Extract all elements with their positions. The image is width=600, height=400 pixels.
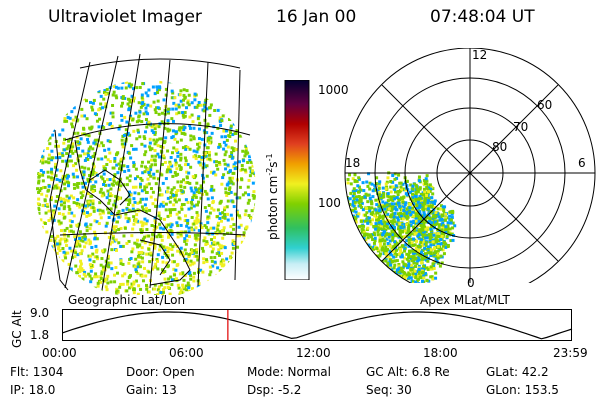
geo-panel-label: Geographic Lat/Lon: [68, 293, 186, 307]
colorbar-tick-100: 100: [318, 196, 341, 210]
orbit-xtick-0600: 06:00: [169, 346, 204, 360]
image-time: 07:48:04 UT: [430, 7, 535, 27]
apex-panel-label: Apex MLat/MLT: [420, 293, 510, 307]
info-seq: Seq: 30: [366, 383, 412, 397]
image-date: 16 Jan 00: [276, 7, 357, 27]
info-gc-alt: GC Alt: 6.8 Re: [366, 365, 450, 379]
info-ip: IP: 18.0: [10, 383, 56, 397]
mlat-label-60: 60: [537, 98, 553, 112]
mlt-label-12: 12: [472, 48, 488, 62]
apex-polar-image: [344, 48, 596, 283]
orbit-ytick-low: 1.8: [30, 328, 50, 342]
info-dsp: Dsp: -5.2: [247, 383, 302, 397]
mlt-label-0: 0: [467, 276, 475, 290]
app-title: Ultraviolet Imager: [48, 7, 202, 27]
lat-lon-grid: [39, 53, 251, 291]
orbit-altitude-plot: [62, 309, 573, 341]
info-glat: GLat: 42.2: [486, 365, 549, 379]
mlt-label-18: 18: [345, 156, 361, 170]
info-flight: Flt: 1304: [10, 365, 64, 379]
orbit-xtick-2359: 23:59: [553, 346, 588, 360]
orbit-ylabel: GC Alt: [10, 310, 24, 348]
orbit-xtick-1800: 18:00: [423, 346, 458, 360]
polar-grid: [344, 48, 596, 283]
info-glon: GLon: 153.5: [486, 383, 559, 397]
orbit-ytick-high: 9.0: [30, 306, 50, 320]
colorbar-unit-label: photon cm-2s-1: [265, 153, 280, 240]
coastline: [49, 129, 191, 291]
orbit-xtick-0000: 00:00: [42, 346, 77, 360]
mlat-label-80: 80: [492, 140, 508, 154]
colorbar: [284, 80, 310, 280]
info-door: Door: Open: [126, 365, 195, 379]
info-mode: Mode: Normal: [247, 365, 331, 379]
mlt-label-6: 6: [578, 156, 586, 170]
info-gain: Gain: 13: [126, 383, 177, 397]
mlat-label-70: 70: [513, 120, 529, 134]
orbit-xtick-1200: 12:00: [296, 346, 331, 360]
geographic-image: [36, 53, 256, 295]
colorbar-tick-1000: 1000: [318, 83, 349, 97]
